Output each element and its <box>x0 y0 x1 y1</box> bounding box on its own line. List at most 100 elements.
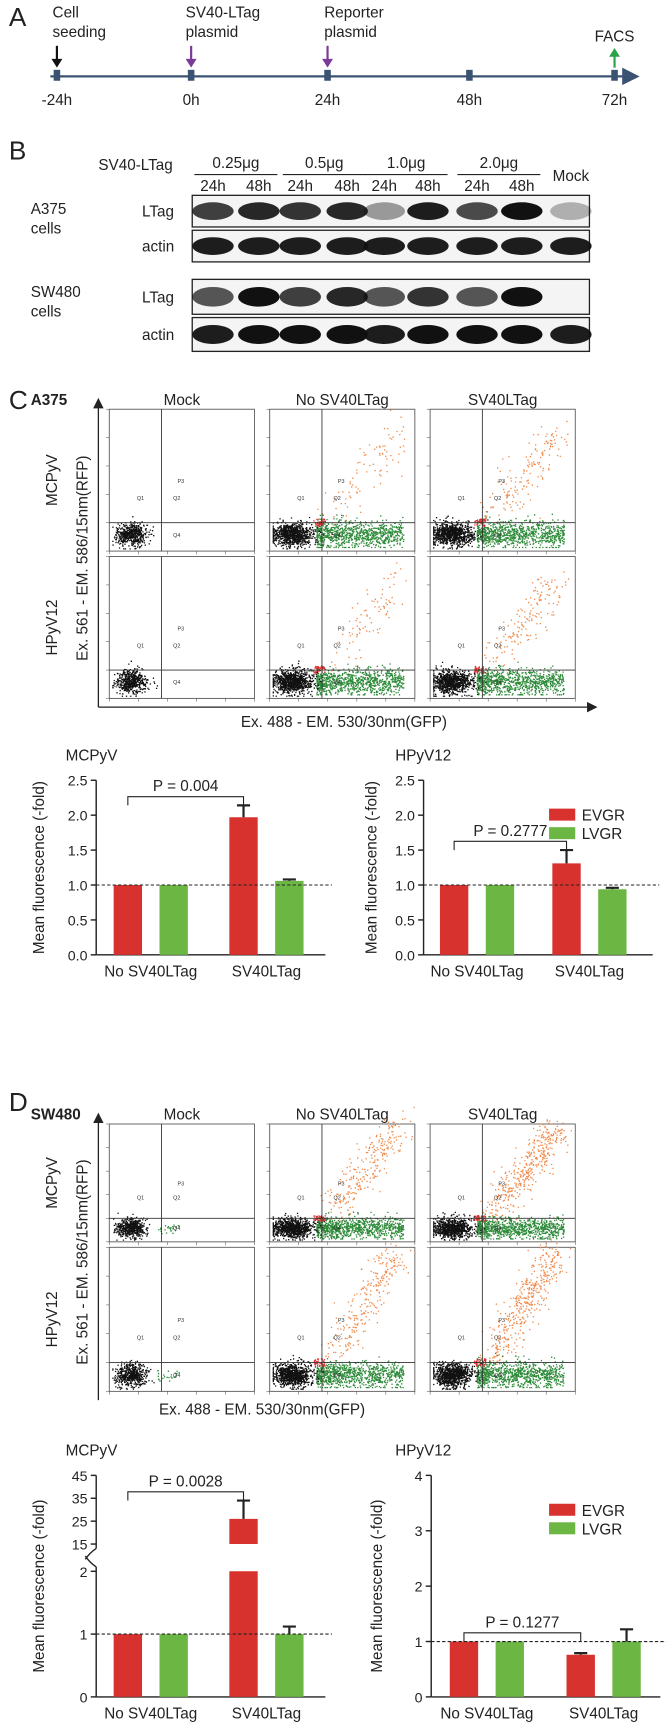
y-tick-label: 0 <box>415 1690 423 1706</box>
time-label: 24h <box>464 178 489 195</box>
gate-label: Q4 <box>334 680 341 686</box>
timeline-tick <box>466 69 473 81</box>
bar <box>113 1634 143 1697</box>
gate-label: Q1 <box>137 496 144 502</box>
timeline-tick <box>611 69 618 81</box>
bar <box>159 885 188 955</box>
blot-band <box>550 237 592 255</box>
y-axis-label: Mean fluorescence (-fold) <box>31 1500 48 1673</box>
y-tick-label: 1.0 <box>68 878 88 894</box>
time-label: 48h <box>246 178 271 195</box>
blot-band <box>238 287 280 307</box>
p-value: P = 0.0028 <box>149 1473 223 1490</box>
p-value: P = 0.2777 <box>473 823 547 840</box>
y-axis-label: Mean fluorescence (-fold) <box>364 781 381 954</box>
error-bar <box>282 878 296 881</box>
condition-label: No SV40LTag <box>296 392 389 409</box>
control-label: Mock <box>553 168 590 185</box>
y-axis-label: Mean fluorescence (-fold) <box>369 1500 386 1673</box>
legend-label: LVGR <box>582 1521 622 1538</box>
protein-label: LTag <box>142 289 174 306</box>
gate-label: Q3 <box>114 683 121 689</box>
x-axis-label: Ex. 488 - EM. 530/30nm(GFP) <box>159 1401 365 1418</box>
bar <box>275 880 304 955</box>
gate-label: Q2 <box>494 496 501 502</box>
y-tick-label: 1 <box>80 1628 88 1644</box>
gate-label: Q1 <box>137 1335 144 1341</box>
blot-band <box>407 324 449 344</box>
event-dots <box>313 1358 326 1367</box>
gate-label: Q4 <box>494 680 501 686</box>
protein-label: actin <box>142 327 174 344</box>
bar <box>552 863 581 955</box>
reporter-label: HPyV12 <box>44 1291 61 1347</box>
blot-band <box>407 287 449 307</box>
blot-band <box>279 202 321 221</box>
event-dots <box>317 409 406 534</box>
protein-label: LTag <box>142 204 174 221</box>
cell-line-label: A375 <box>31 392 68 409</box>
dose-label: 0.5μg <box>305 155 344 172</box>
blot-band <box>550 324 592 344</box>
y-tick-label: 15 <box>72 1538 88 1554</box>
significance-bracket <box>463 1632 582 1642</box>
gate-label: Q1 <box>137 643 144 649</box>
event-dots <box>479 420 569 543</box>
x-tick-label: SV40LTag <box>232 964 301 981</box>
gate-label: Q2 <box>173 496 180 502</box>
gate-label: Q2 <box>173 1335 180 1341</box>
blot-row <box>191 194 592 228</box>
gate-label: Q4 <box>173 680 180 686</box>
flow-plot: Q1 Q2 P3 Q3 Q4 <box>106 408 255 555</box>
gate-label: Q4 <box>494 1226 501 1232</box>
y-tick-label: 45 <box>72 1469 88 1485</box>
condition-label: SV40LTag <box>468 392 537 409</box>
flow-plot: Q1 Q2 P3 Q3 Q4 <box>266 1243 416 1395</box>
y-tick-label: 1.5 <box>395 844 415 860</box>
legend-swatch <box>549 808 576 821</box>
event-dots <box>320 1106 415 1222</box>
panel-letter: B <box>9 135 26 165</box>
gate-label: Q1 <box>458 496 465 502</box>
bar <box>495 1641 524 1697</box>
gate-label: Q3 <box>434 683 441 689</box>
event-dots <box>157 1369 180 1382</box>
blot-band <box>326 202 368 221</box>
y-axis-label: Ex. 561 - EM. 586/15nm(RFP) <box>74 456 91 661</box>
blot-band <box>192 202 234 221</box>
blot-row <box>191 316 592 353</box>
blot-band <box>456 287 498 307</box>
y-axis-label: Mean fluorescence (-fold) <box>31 781 48 954</box>
event-dots <box>316 1211 405 1240</box>
timeline-tick <box>324 69 331 81</box>
p-value: P = 0.1277 <box>485 1614 559 1631</box>
gate-label: Q3 <box>434 1376 441 1382</box>
blot-band <box>407 202 449 221</box>
event-dots <box>158 1224 180 1235</box>
gate-label: Q1 <box>137 1195 144 1201</box>
event-arrowhead <box>185 58 197 68</box>
error-bar <box>236 804 251 818</box>
y-tick-label: 0.5 <box>68 913 88 929</box>
dose-label: 1.0μg <box>387 155 426 172</box>
blot-band <box>363 287 406 307</box>
y-tick-label: 0 <box>80 1690 88 1706</box>
event-dots <box>272 1212 325 1241</box>
event-dots <box>112 1359 155 1390</box>
gate-label: Q3 <box>434 536 441 542</box>
error-bar <box>605 886 619 890</box>
blot-band <box>238 237 280 255</box>
x-tick-label: No SV40LTag <box>431 964 524 981</box>
event-dots <box>113 1212 151 1241</box>
y-tick-label: 0.5 <box>395 913 415 929</box>
x-axis-label: Ex. 488 - EM. 530/30nm(GFP) <box>241 714 447 731</box>
gate-label: Q2 <box>494 1335 501 1341</box>
bar <box>159 1634 188 1697</box>
label-line: seeding <box>53 24 106 41</box>
event-arrowhead <box>609 48 620 57</box>
y-tick-label: 2 <box>80 1565 88 1581</box>
label-line: Cell <box>53 4 79 21</box>
blot-band <box>501 287 543 307</box>
